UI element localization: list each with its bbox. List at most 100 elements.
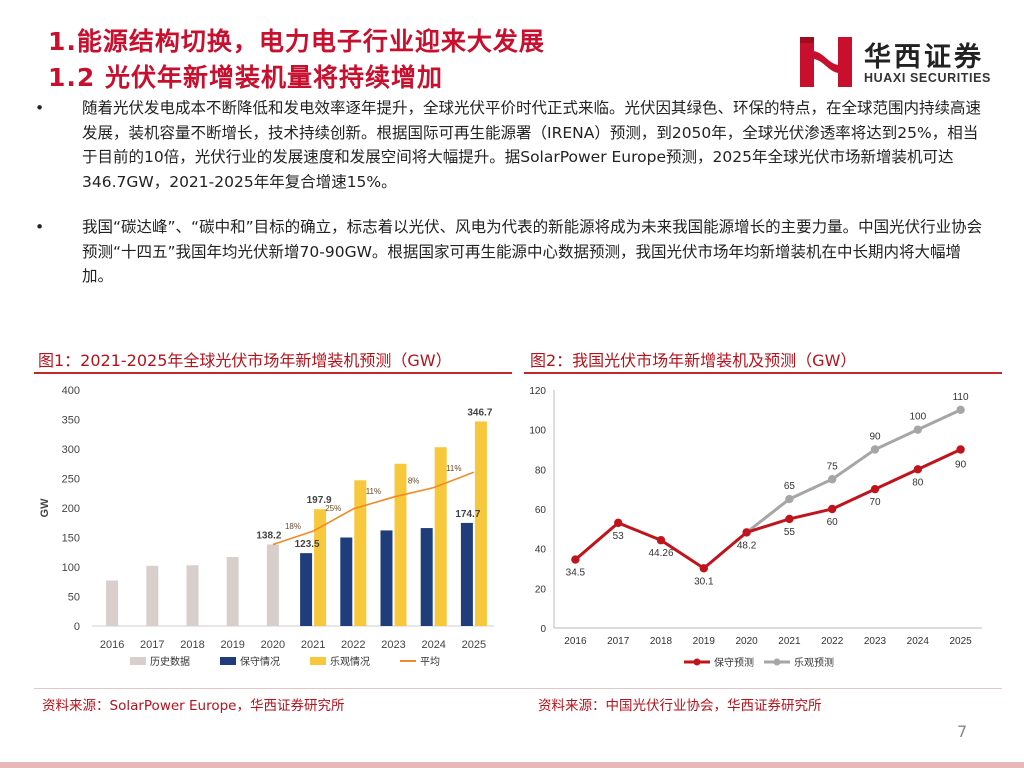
bullet-item: • 随着光伏发电成本不断降低和发电效率逐年提升，全球光伏平价时代正式来临。光伏因… (34, 96, 984, 194)
bar-optimistic (474, 421, 487, 626)
figure1-divider (34, 372, 512, 374)
growth-rate-label: 18% (285, 522, 301, 531)
figure2-divider (524, 372, 1002, 374)
bullet-list: • 随着光伏发电成本不断降低和发电效率逐年提升，全球光伏平价时代正式来临。光伏因… (34, 96, 984, 310)
bar-historical (266, 544, 279, 626)
x-tick-label: 2019 (693, 636, 716, 647)
bullet-item: • 我国“碳达峰”、“碳中和”目标的确立，标志着以光伏、风电为代表的新能源将成为… (34, 215, 984, 289)
x-tick-label: 2025 (949, 636, 972, 647)
page-subtitle: 1.2 光伏年新增装机量将持续增加 (48, 63, 443, 92)
data-label: 60 (827, 517, 839, 528)
optimistic-point (956, 405, 965, 415)
x-tick-label: 2023 (864, 636, 887, 647)
data-label: 34.5 (566, 568, 586, 579)
data-label: 30.1 (694, 576, 714, 587)
legend-label: 历史数据 (150, 655, 190, 668)
conservative-point (870, 484, 880, 494)
data-label: 138.2 (256, 530, 281, 541)
optimistic-line (745, 408, 962, 534)
data-label: 80 (912, 477, 924, 488)
data-label: 65 (784, 481, 796, 492)
x-tick-label: 2019 (220, 639, 244, 651)
bar-conservative (420, 528, 433, 626)
x-tick-label: 2025 (462, 639, 486, 651)
huaxi-logo-icon (800, 37, 852, 87)
bar-optimistic (434, 447, 447, 626)
legend-marker (693, 658, 701, 666)
y-axis-label: GW (39, 498, 51, 518)
data-label: 90 (955, 460, 967, 471)
x-tick-label: 2020 (261, 639, 285, 651)
optimistic-point (785, 494, 794, 504)
data-label: 197.9 (307, 495, 332, 506)
bullet-text: 我国“碳达峰”、“碳中和”目标的确立，标志着以光伏、风电为代表的新能源将成为未来… (82, 218, 983, 285)
figure1-source: 资料来源：SolarPower Europe，华西证券研究所 (42, 698, 345, 714)
x-tick-label: 2022 (821, 636, 844, 647)
conservative-point (828, 504, 837, 514)
conservative-point (785, 514, 794, 524)
conservative-point (656, 536, 666, 545)
bullet-marker: • (35, 218, 45, 236)
y-tick-label: 50 (68, 592, 80, 604)
conservative-point (699, 564, 708, 573)
growth-rate-label: 11% (366, 487, 381, 496)
average-line (272, 471, 475, 546)
x-tick-label: 2024 (907, 636, 930, 647)
bar-optimistic (354, 480, 367, 626)
legend-swatch (220, 657, 236, 665)
bar-conservative (340, 537, 353, 626)
data-label: 75 (827, 461, 839, 472)
optimistic-point (870, 445, 880, 454)
legend-label: 乐观预测 (794, 656, 834, 669)
x-tick-label: 2021 (778, 636, 801, 647)
y-tick-label: 0 (74, 621, 80, 633)
bar-historical (146, 565, 159, 626)
x-tick-label: 2016 (564, 636, 587, 647)
y-tick-label: 400 (62, 385, 80, 397)
growth-rate-label: 11% (446, 464, 461, 473)
y-tick-label: 0 (540, 624, 546, 635)
y-tick-label: 40 (535, 545, 547, 556)
figure2-source: 资料来源：中国光伏行业协会，华西证券研究所 (538, 698, 822, 714)
y-tick-label: 100 (529, 426, 546, 437)
global-pv-bar-chart: 0 50 100 150 200 250 300 350 400 2016 2017 2018 2019… (39, 385, 494, 668)
logo-chinese-name: 华西证券 (864, 42, 984, 73)
bar-historical (226, 556, 239, 626)
growth-rate-label: 25% (325, 504, 341, 513)
x-tick-label: 2020 (735, 636, 758, 647)
page-number: 7 (957, 722, 968, 741)
data-label: 110 (953, 392, 969, 403)
bar-optimistic (314, 509, 327, 626)
data-label: 55 (784, 527, 796, 538)
x-tick-label: 2024 (421, 639, 445, 651)
bar-conservative (380, 530, 393, 626)
growth-rate-label: 8% (408, 476, 420, 485)
y-tick-label: 100 (62, 562, 80, 574)
conservative-point (571, 555, 580, 564)
bullet-marker: • (35, 99, 45, 117)
legend-label: 乐观情况 (330, 655, 370, 668)
y-tick-label: 20 (535, 584, 547, 595)
data-label: 346.7 (467, 407, 492, 418)
data-label: 70 (869, 497, 881, 508)
x-tick-label: 2021 (301, 639, 325, 651)
optimistic-point (913, 425, 922, 434)
y-tick-label: 120 (529, 386, 546, 397)
bullet-text: 随着光伏发电成本不断降低和发电效率逐年提升，全球光伏平价时代正式来临。光伏因其绿… (82, 99, 982, 191)
footer-divider (34, 688, 1002, 689)
legend-marker (773, 658, 781, 666)
y-tick-label: 80 (535, 465, 547, 476)
page-title: 1.能源结构切换，电力电子行业迎来大发展 (48, 27, 545, 56)
conservative-point (614, 518, 623, 528)
data-label: 44.26 (648, 548, 673, 559)
y-tick-label: 150 (62, 533, 80, 545)
conservative-line (574, 448, 962, 571)
y-tick-label: 250 (62, 474, 80, 486)
x-tick-label: 2017 (140, 639, 164, 651)
legend-swatch (310, 657, 326, 665)
logo-english-name: HUAXI SECURITIES (864, 71, 991, 85)
bar-historical (186, 565, 199, 626)
y-tick-label: 200 (62, 503, 80, 515)
bar-historical (106, 580, 119, 626)
x-tick-label: 2022 (341, 639, 365, 651)
